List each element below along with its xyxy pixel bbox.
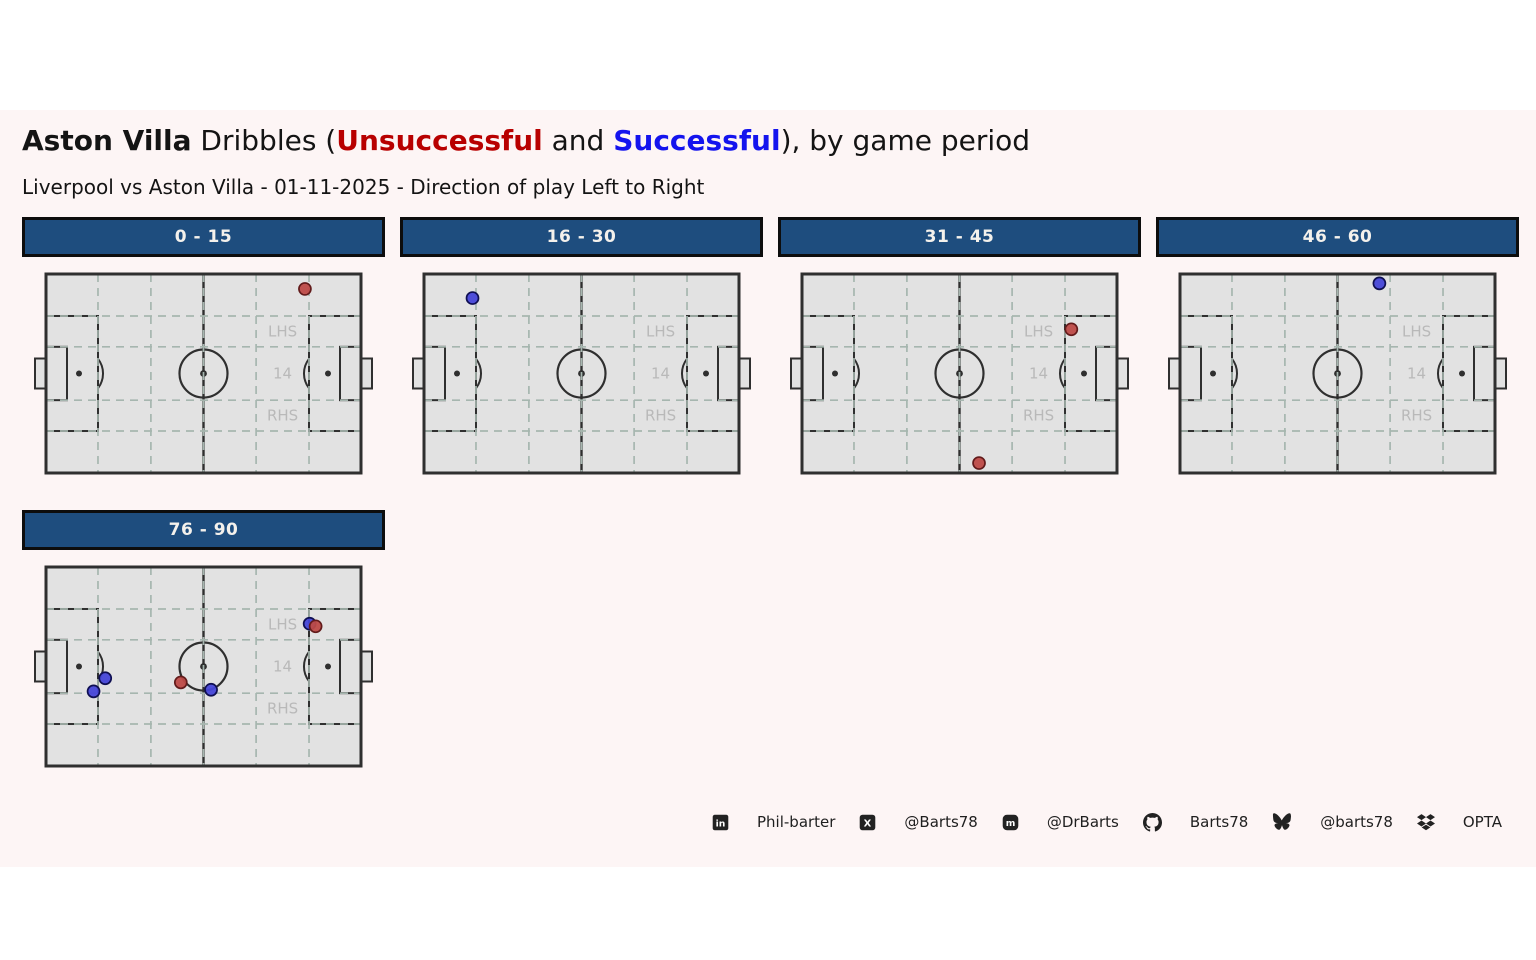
period-banner: 0 - 15 — [22, 217, 385, 257]
credit-linkedin: in Phil-barter — [712, 813, 835, 831]
credit-label: @barts78 — [1320, 813, 1393, 831]
zone-label-lhs: LHS — [1402, 323, 1431, 341]
zone-label-lhs: LHS — [646, 323, 675, 341]
title-unsuccessful: Unsuccessful — [336, 124, 543, 157]
zone-label-lhs: LHS — [268, 616, 297, 634]
zone-label-rhs: RHS — [267, 699, 298, 717]
credit-github: Barts78 — [1142, 812, 1249, 832]
panel-period-46-60: 46 - 60 LHS 14 RHS — [1156, 217, 1519, 475]
zone-label-rhs: RHS — [267, 406, 298, 424]
credit-opta: OPTA — [1416, 813, 1502, 831]
period-banner-label: 0 - 15 — [174, 227, 233, 247]
period-banner-label: 46 - 60 — [1302, 227, 1373, 247]
title-successful: Successful — [613, 124, 781, 157]
title-and: and — [542, 124, 614, 157]
period-banner: 31 - 45 — [778, 217, 1141, 257]
dribble-dot-successful — [98, 671, 113, 686]
panel-period-16-30: 16 - 30 LHS 14 RHS — [400, 217, 763, 475]
pitch-76-90: LHS 14 RHS — [34, 565, 373, 768]
zone-label-rhs: RHS — [1401, 406, 1432, 424]
dribble-dot-unsuccessful — [972, 456, 986, 470]
zone-label-14: 14 — [273, 365, 292, 383]
period-banner: 16 - 30 — [400, 217, 763, 257]
bluesky-icon — [1273, 813, 1292, 830]
zone-label-14: 14 — [1029, 365, 1048, 383]
panel-period-31-45: 31 - 45 LHS 14 RHS — [778, 217, 1141, 475]
svg-text:X: X — [864, 818, 872, 829]
github-icon — [1142, 812, 1162, 832]
pitch-46-60: LHS 14 RHS — [1168, 272, 1507, 475]
dribble-dot-unsuccessful — [1064, 322, 1079, 337]
x-icon: X — [860, 814, 876, 830]
dribble-dot-unsuccessful — [298, 282, 312, 296]
mastodon-icon: m — [1002, 814, 1019, 830]
dribble-dot-unsuccessful — [308, 619, 323, 634]
dribble-dot-successful — [204, 682, 218, 697]
dribble-dot-successful — [86, 684, 101, 699]
dribble-dot-successful — [1372, 276, 1387, 291]
zone-label-14: 14 — [651, 365, 670, 383]
zone-label-lhs: LHS — [268, 323, 297, 341]
title-team: Aston Villa — [22, 124, 192, 157]
credit-bluesky: @barts78 — [1272, 813, 1393, 831]
credit-label: Barts78 — [1189, 813, 1249, 831]
period-banner-label: 31 - 45 — [924, 227, 995, 247]
credit-x: X @Barts78 — [859, 813, 978, 831]
dribble-dot-unsuccessful — [173, 675, 188, 690]
pitch-0-15: LHS 14 RHS — [34, 272, 373, 475]
pitch-31-45: LHS 14 RHS — [790, 272, 1129, 475]
svg-text:m: m — [1006, 818, 1016, 829]
credit-label: @DrBarts — [1046, 813, 1119, 831]
period-banner-label: 16 - 30 — [546, 227, 617, 247]
zone-label-rhs: RHS — [1023, 406, 1054, 424]
panel-period-0-15: 0 - 15 LHS 14 RHS — [22, 217, 385, 475]
period-banner-label: 76 - 90 — [168, 520, 239, 540]
credits-footer: in Phil-barter X @Barts78 m @DrBarts Bar… — [712, 810, 1502, 834]
page-title: Aston Villa Dribbles (Unsuccessful and S… — [22, 124, 1030, 157]
credit-label: OPTA — [1462, 813, 1502, 831]
panel-period-76-90: 76 - 90 LHS 14 RHS — [22, 510, 385, 768]
title-suffix: ), by game period — [780, 124, 1031, 157]
zone-label-rhs: RHS — [645, 406, 676, 424]
linkedin-icon: in — [712, 814, 729, 830]
subtitle: Liverpool vs Aston Villa - 01-11-2025 - … — [22, 175, 705, 199]
zone-label-14: 14 — [273, 658, 292, 676]
dribble-dot-successful — [465, 291, 480, 305]
credit-mastodon: m @DrBarts — [1002, 813, 1119, 831]
title-mid: Dribbles ( — [191, 124, 337, 157]
zone-label-lhs: LHS — [1024, 323, 1053, 341]
credit-label: Phil-barter — [757, 813, 836, 831]
pitch-16-30: LHS 14 RHS — [412, 272, 751, 475]
dropbox-icon — [1416, 814, 1435, 831]
credit-label: @Barts78 — [904, 813, 978, 831]
period-banner: 46 - 60 — [1156, 217, 1519, 257]
svg-text:in: in — [716, 818, 726, 829]
zone-label-14: 14 — [1407, 365, 1426, 383]
period-banner: 76 - 90 — [22, 510, 385, 550]
